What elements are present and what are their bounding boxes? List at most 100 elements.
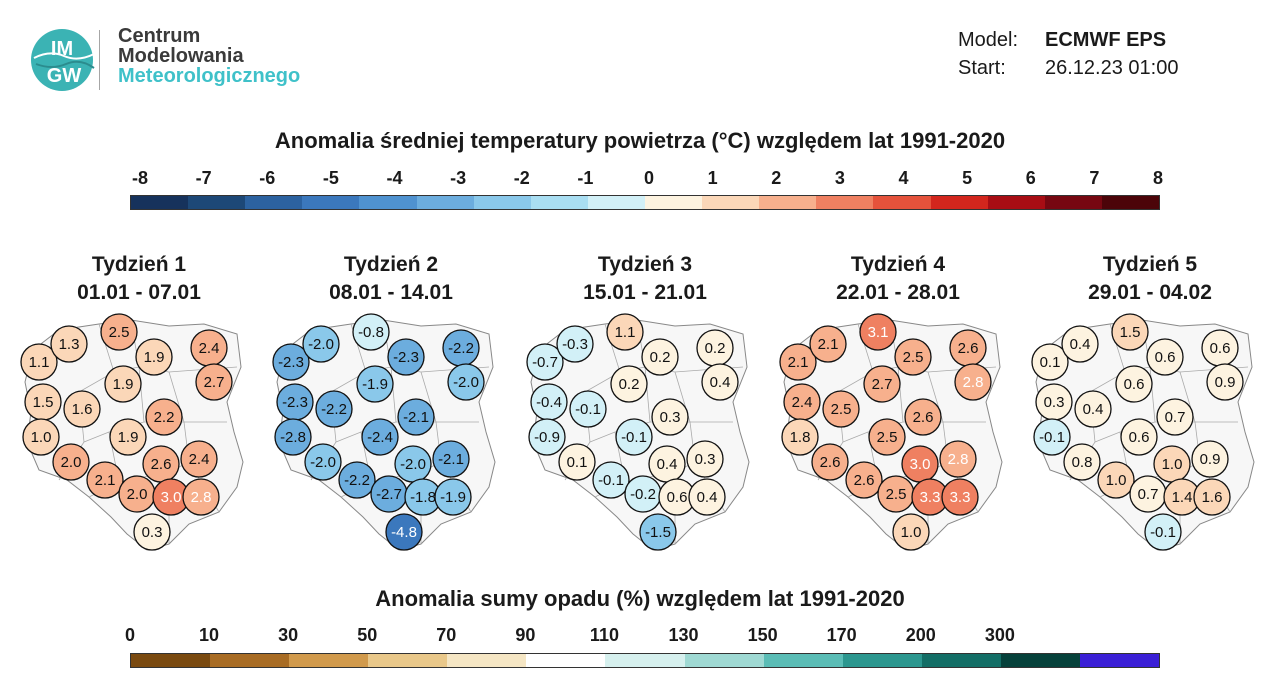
poland-map: 2.1 2.1 3.1 2.6 2.5 2.8 2.4 2.5 2.7 2.6 1.8 2.5 2.6 2… [779,313,1003,551]
station-value: -0.7 [532,354,558,371]
station-marker: -2.1 [432,440,470,478]
station-circle [610,365,648,403]
station-circle [1144,513,1182,551]
station-circle [302,325,340,363]
station-value: -0.1 [575,401,601,418]
station-circle [133,513,171,551]
station-circle [274,418,312,456]
station-value: -0.1 [1150,524,1176,541]
temperature-scale-tick-label: -1 [577,168,594,188]
station-value: 2.6 [854,472,875,489]
station-value: 0.2 [705,340,726,357]
station-circle [526,343,564,381]
station-circle [432,440,470,478]
precip-scale-color-segment [368,654,448,667]
station-value: 2.5 [903,349,924,366]
station-value: 0.3 [695,451,716,468]
logo-text-bottom: GW [47,65,82,87]
temperature-scale-tick-label: 4 [898,168,909,188]
station-marker: -0.1 [569,390,607,428]
station-marker: 1.4 [1163,478,1201,516]
station-marker: -2.4 [361,418,399,456]
precip-scale-color-segment [684,654,764,667]
station-circle [1120,418,1158,456]
station-circle [100,313,138,351]
station-value: 0.1 [567,454,588,471]
temperature-scale-color-segment [473,196,531,209]
station-marker: 2.5 [894,338,932,376]
logo-text-top: IM [51,38,73,60]
station-value: 1.5 [1120,324,1141,341]
station-circle [686,440,724,478]
station-circle [22,418,60,456]
station-marker: 1.5 [1111,313,1149,351]
station-marker: 1.6 [63,390,101,428]
station-value: 3.1 [868,324,889,341]
week-label: Tydzień 1 [91,253,187,276]
station-circle [447,363,485,401]
station-value: -0.2 [630,486,656,503]
station-marker: 2.4 [180,440,218,478]
station-marker: -0.1 [1033,418,1071,456]
station-value: 0.4 [1070,336,1091,353]
station-value: 2.8 [948,451,969,468]
station-value: 2.2 [154,409,175,426]
station-marker: 0.9 [1206,363,1244,401]
station-value: 0.4 [710,374,731,391]
station-circle [1063,443,1101,481]
station-marker: 1.6 [1193,478,1231,516]
station-marker: -2.2 [338,461,376,499]
station-marker: -2.3 [276,383,314,421]
station-value: 3.0 [161,489,182,506]
precip-scale-color-segment [763,654,843,667]
station-value: -2.1 [403,409,429,426]
station-circle [315,390,353,428]
station-value: -2.0 [453,374,479,391]
station-value: 2.1 [95,472,116,489]
station-marker: 0.1 [1031,343,1069,381]
station-circle [941,478,979,516]
precip-scale-color-segment [289,654,369,667]
station-circle [894,338,932,376]
station-value: 0.6 [1129,429,1150,446]
station-circle [20,343,58,381]
station-marker: -1.8 [404,478,442,516]
poland-map: -2.3-2.0-0.8-2.2-2.3-2.0-2.3 -2.2-1.9-2.1… [272,313,496,551]
temperature-scale-tick-label: -4 [386,168,403,188]
station-value: 2.8 [963,374,984,391]
station-value: 1.1 [29,354,50,371]
station-marker: 2.0 [52,443,90,481]
station-value: 1.4 [1172,489,1193,506]
station-value: 0.8 [1072,454,1093,471]
station-value: 2.5 [886,486,907,503]
station-value: 0.4 [1083,401,1104,418]
station-marker: 0.3 [686,440,724,478]
station-circle [180,440,218,478]
temperature-scale-tick-label: 7 [1089,168,1100,188]
precip-scale-tick-label: 0 [124,625,136,645]
station-circle [569,390,607,428]
temperature-scale-color-segment [416,196,474,209]
station-marker: 3.0 [901,445,939,483]
temperature-scale-color-segment [245,196,303,209]
station-circle [1097,461,1135,499]
station-circle [1061,325,1099,363]
station-circle [651,398,689,436]
station-marker: 0.2 [696,329,734,367]
station-marker: 3.1 [859,313,897,351]
week-label: Tydzień 2 [343,253,439,276]
station-value: 1.5 [33,394,54,411]
station-value: -0.1 [621,429,647,446]
station-value: 0.9 [1215,374,1236,391]
temperature-scale-color-segment [302,196,360,209]
station-circle [145,398,183,436]
station-marker: 0.4 [701,363,739,401]
station-value: 0.4 [657,456,678,473]
station-value: -1.8 [410,489,436,506]
station-value: 0.3 [142,524,163,541]
station-marker: 2.6 [142,445,180,483]
temperature-scale-color-segment [587,196,645,209]
station-value: 1.1 [615,324,636,341]
station-value: -2.1 [438,451,464,468]
station-value: 1.9 [118,429,139,446]
